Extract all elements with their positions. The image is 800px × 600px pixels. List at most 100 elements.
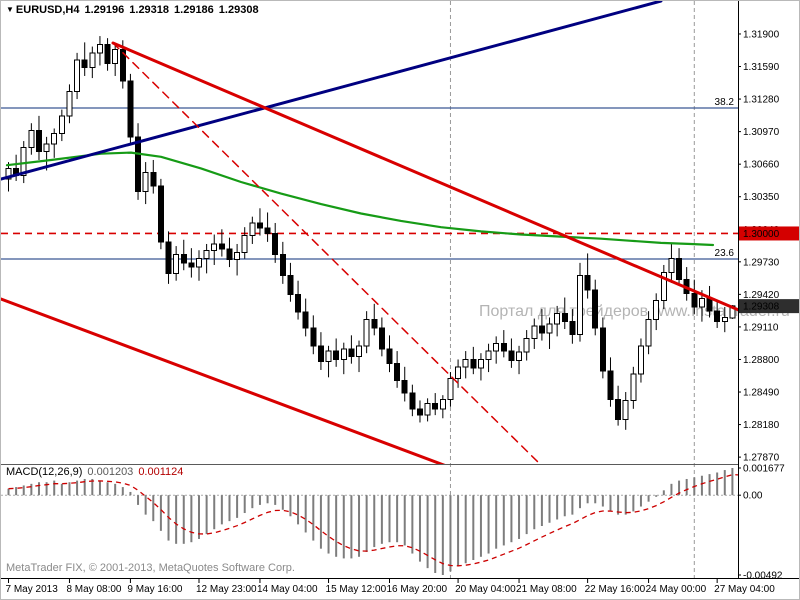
candle bbox=[500, 343, 507, 352]
fibo-level-label: 38.2 bbox=[715, 97, 735, 108]
current-price-box-label: 1.29308 bbox=[743, 302, 780, 313]
candle bbox=[264, 227, 271, 234]
candle bbox=[561, 312, 568, 323]
candle bbox=[43, 143, 50, 153]
macd-signal-value: 0.001124 bbox=[138, 466, 184, 478]
time-tick-label: 14 May 04:00 bbox=[257, 584, 318, 595]
channel-lower-line bbox=[1, 297, 446, 464]
candle bbox=[173, 253, 180, 274]
candle bbox=[287, 274, 294, 295]
time-tick-label: 9 May 16:00 bbox=[127, 584, 182, 595]
macd-indicator-label: MACD(12,26,9) 0.001203 0.001124 bbox=[6, 466, 188, 478]
candle bbox=[58, 115, 65, 135]
candle bbox=[295, 293, 302, 313]
candle bbox=[386, 348, 393, 365]
price-tick-label: 1.27870 bbox=[743, 453, 780, 464]
candle bbox=[241, 235, 248, 253]
candle bbox=[706, 298, 713, 312]
candle bbox=[516, 351, 523, 362]
candle bbox=[668, 258, 675, 273]
candle bbox=[447, 377, 454, 400]
candle bbox=[89, 52, 96, 69]
candle bbox=[409, 392, 416, 410]
ohlc-open: 1.29196 bbox=[84, 4, 125, 16]
price-tick-label: 1.31590 bbox=[743, 62, 780, 73]
candle bbox=[35, 130, 42, 153]
moving-average-line bbox=[5, 151, 715, 247]
candle bbox=[622, 399, 629, 420]
candle bbox=[577, 274, 583, 335]
time-tick-label: 20 May 04:00 bbox=[455, 584, 516, 595]
price-tick-label: 1.31900 bbox=[743, 29, 780, 40]
candle bbox=[20, 146, 27, 177]
candle bbox=[615, 398, 622, 420]
candle bbox=[356, 345, 363, 357]
candle bbox=[546, 323, 553, 334]
candle bbox=[81, 59, 88, 69]
time-tick-label: 12 May 23:00 bbox=[196, 584, 257, 595]
candle bbox=[112, 49, 119, 64]
macd-main-value: 0.001203 bbox=[87, 466, 134, 478]
candle bbox=[554, 312, 561, 325]
candle bbox=[165, 241, 172, 274]
candle bbox=[272, 232, 279, 255]
candle bbox=[310, 327, 317, 347]
candles-layer bbox=[5, 36, 736, 430]
macd-signal-line bbox=[8, 474, 738, 567]
candle bbox=[416, 408, 423, 416]
candle bbox=[569, 321, 576, 335]
price-tick-label: 1.29110 bbox=[743, 322, 779, 333]
chart-symbol-period: EURUSD,H4 bbox=[15, 4, 80, 16]
candle bbox=[96, 43, 103, 54]
candle bbox=[698, 298, 705, 308]
price-tick-label: 1.30350 bbox=[743, 192, 780, 203]
candle bbox=[439, 398, 446, 410]
candle bbox=[653, 300, 660, 321]
candle bbox=[592, 289, 599, 329]
candle bbox=[74, 59, 81, 93]
time-tick-label: 16 May 20:00 bbox=[387, 584, 448, 595]
macd-tick-label: -0.00492 bbox=[743, 571, 783, 582]
candle bbox=[157, 185, 164, 243]
candle bbox=[378, 327, 385, 350]
price-tick-label: 1.29420 bbox=[743, 290, 780, 301]
candle bbox=[5, 167, 12, 180]
candle bbox=[279, 253, 286, 276]
candle bbox=[348, 348, 355, 357]
ohlc-high: 1.29318 bbox=[129, 4, 170, 16]
uptrend-line bbox=[1, 1, 663, 181]
candle bbox=[660, 271, 667, 302]
candle bbox=[226, 248, 233, 261]
ohlc-close: 1.29308 bbox=[218, 4, 259, 16]
ohlc-low: 1.29186 bbox=[174, 4, 214, 16]
overlays-layer bbox=[1, 1, 738, 464]
level-price-box-label: 1.30000 bbox=[743, 229, 780, 240]
candle bbox=[691, 292, 698, 308]
candle bbox=[538, 325, 545, 334]
copyright-text: MetaTrader FIX, © 2001-2013, MetaQuotes … bbox=[6, 562, 295, 574]
price-tick-label: 1.28490 bbox=[743, 388, 780, 399]
candle bbox=[302, 311, 309, 329]
price-tick-label: 1.28180 bbox=[743, 420, 780, 431]
candle bbox=[196, 258, 202, 268]
candle bbox=[477, 358, 484, 369]
macd-layer bbox=[1, 468, 738, 575]
candle bbox=[508, 350, 515, 362]
downtrend-dashed-line bbox=[112, 42, 542, 464]
candle bbox=[676, 258, 683, 281]
candle bbox=[401, 379, 408, 394]
level-price-box bbox=[739, 226, 799, 241]
candle bbox=[645, 319, 652, 347]
time-tick-label: 27 May 04:00 bbox=[714, 584, 775, 595]
time-tick-label: 22 May 16:00 bbox=[585, 584, 646, 595]
candle bbox=[340, 348, 347, 360]
candle bbox=[424, 403, 431, 416]
candle bbox=[637, 345, 644, 375]
candle bbox=[462, 358, 469, 368]
candle bbox=[432, 403, 439, 410]
candle bbox=[256, 222, 263, 229]
candle bbox=[234, 251, 241, 261]
price-tick-label: 1.30660 bbox=[743, 160, 780, 171]
macd-name: MACD(12,26,9) bbox=[6, 466, 83, 478]
